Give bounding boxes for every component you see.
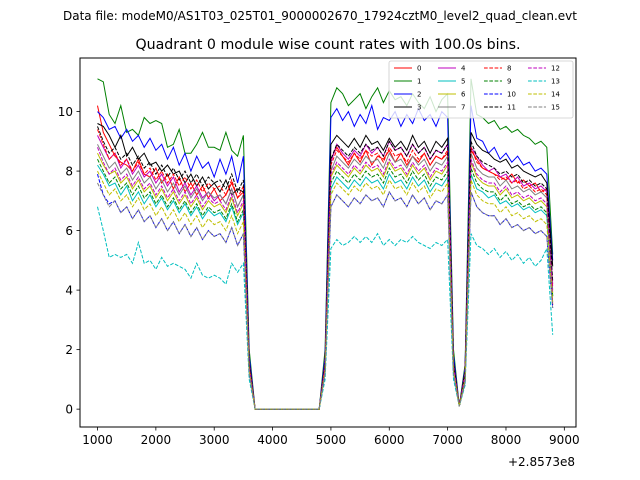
series-line-15 [97, 182, 554, 410]
x-tick-label: 8000 [491, 433, 522, 447]
suptitle: Data file: modeM0/AS1T03_025T01_90000026… [63, 9, 577, 23]
legend-label-2: 2 [417, 91, 421, 99]
y-tick-label: 10 [58, 105, 73, 119]
y-tick-label: 2 [65, 343, 73, 357]
y-tick-label: 8 [65, 164, 73, 178]
legend-label-15: 15 [551, 104, 560, 112]
y-tick-label: 4 [65, 283, 73, 297]
legend-label-11: 11 [507, 104, 516, 112]
y-tick-label: 6 [65, 224, 73, 238]
x-tick-label: 2000 [141, 433, 172, 447]
x-tick-label: 5000 [316, 433, 347, 447]
legend-frame [388, 60, 574, 119]
legend-label-0: 0 [417, 65, 421, 73]
x-tick-label: 4000 [257, 433, 288, 447]
x-offset-label: +2.8573e8 [508, 455, 575, 469]
legend-label-7: 7 [461, 104, 465, 112]
x-tick-label: 7000 [432, 433, 463, 447]
legend-label-1: 1 [417, 78, 421, 86]
series-layer [97, 78, 554, 410]
legend-label-13: 13 [551, 78, 560, 86]
legend-label-3: 3 [417, 104, 421, 112]
series-line-9 [97, 158, 554, 410]
legend-label-9: 9 [507, 78, 511, 86]
x-tick-label: 1000 [82, 433, 113, 447]
legend-label-14: 14 [551, 91, 560, 99]
axes-frame [79, 57, 577, 428]
legend-label-4: 4 [461, 65, 466, 73]
plot-area [79, 57, 577, 428]
y-tick-label: 0 [65, 402, 73, 416]
legend-label-5: 5 [461, 78, 465, 86]
x-tick-label: 6000 [374, 433, 405, 447]
legend-label-12: 12 [551, 65, 560, 73]
x-tick-label: 9000 [549, 433, 580, 447]
x-tick-label: 3000 [199, 433, 230, 447]
x-axis: 1000 2000 3000 4000 5000 6000 7000 8000 9000 [82, 427, 580, 447]
legend-label-10: 10 [507, 91, 516, 99]
legend-label-8: 8 [507, 65, 511, 73]
series-line-13 [97, 206, 554, 410]
legend-label-6: 6 [461, 91, 466, 99]
y-axis: 0 2 4 6 8 10 [58, 105, 80, 416]
chart-title: Quadrant 0 module wise count rates with … [135, 37, 520, 53]
